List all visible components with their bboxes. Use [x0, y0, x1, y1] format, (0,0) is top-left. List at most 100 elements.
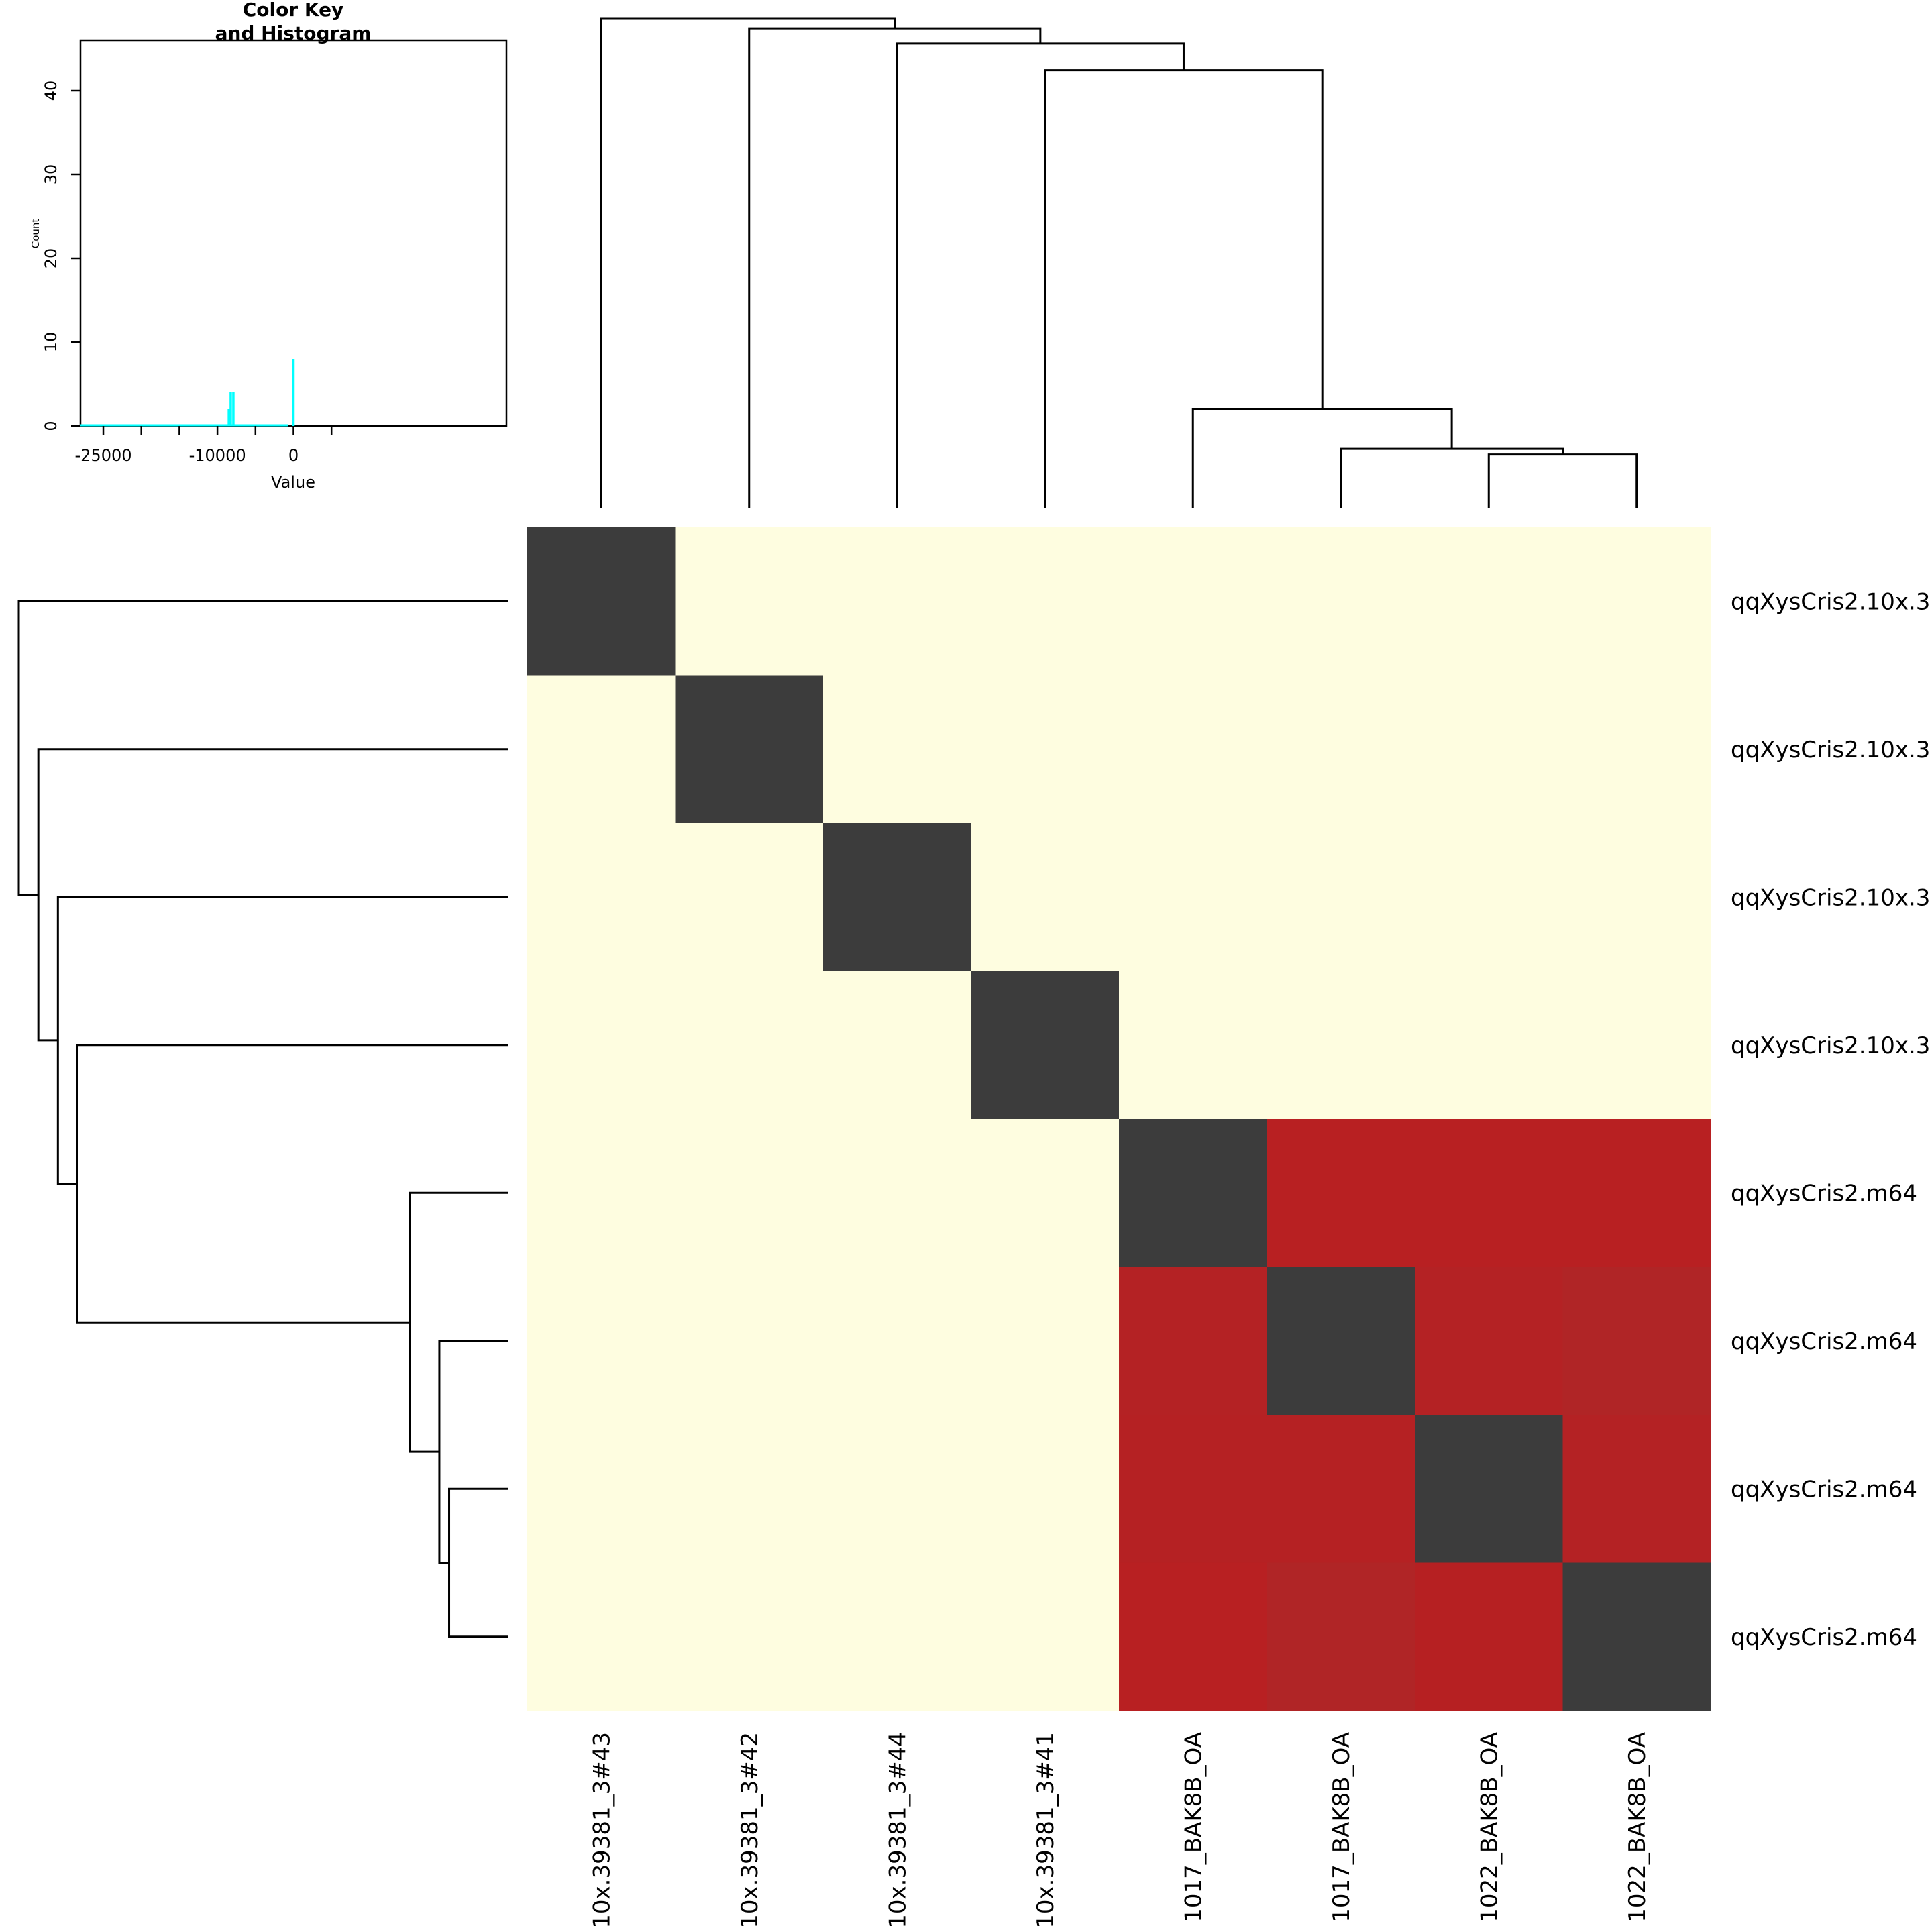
heatmap-cell-r7-c7	[1562, 1562, 1711, 1711]
heatmap-cell-r2-c3	[971, 823, 1120, 972]
heatmap-cell-r0-c5	[1267, 527, 1415, 676]
heatmap-cell-r5-c7	[1562, 1267, 1711, 1415]
row-label-3: qqXysCris2.10x.3	[1731, 1032, 1930, 1059]
row-dendrogram	[17, 600, 508, 1638]
heatmap-cell-r2-c6	[1415, 823, 1564, 972]
heatmap-cell-r2-c2	[823, 823, 972, 972]
heatmap-cell-r7-c1	[675, 1562, 824, 1711]
heatmap-cell-r4-c4	[1119, 1119, 1268, 1268]
col-dendrogram-link-5	[748, 27, 1042, 508]
heatmap-cell-r5-c0	[527, 1267, 676, 1415]
heatmap-cell-r6-c2	[823, 1415, 972, 1564]
column-labels: 10x.39381_3#43 10x.39381_3#42 10x.39381_3#…	[588, 1732, 1651, 1929]
row-dendrogram-link-6	[17, 600, 508, 896]
row-label-4: qqXysCris2.m64	[1731, 1180, 1917, 1207]
heatmap-cell-r6-c0	[527, 1415, 676, 1564]
heatmap-cell-r4-c3	[971, 1119, 1120, 1268]
color-key-y-tick-label-2: 20	[42, 248, 60, 269]
color-key-x-tick-label-1: -10000	[189, 446, 246, 465]
color-key-y-tick-label-3: 30	[42, 164, 60, 185]
heatmap-cell-r4-c2	[823, 1119, 972, 1268]
row-dendrogram-link-3	[76, 1044, 508, 1324]
heatmap-cell-r4-c1	[675, 1119, 824, 1268]
color-key: Color Key and Histogram -25000 -10000 0 01…	[30, 0, 508, 492]
heatmap-cell-r2-c7	[1562, 823, 1711, 972]
heatmap-cell-r2-c1	[675, 823, 824, 972]
row-dendrogram-link-5	[37, 748, 508, 1042]
heatmap-cell-r6-c5	[1267, 1415, 1415, 1564]
row-dendrogram-link-4	[56, 896, 508, 1185]
col-dendrogram-link-4	[896, 42, 1185, 508]
heatmap-cell-r0-c0	[527, 527, 676, 676]
heatmap-cell-r6-c7	[1562, 1415, 1711, 1564]
color-key-y-axis: 0 10 20 30 40	[42, 80, 80, 431]
heatmap-cell-r1-c4	[1119, 675, 1268, 824]
column-label-4: 1017_BAK8B_OA	[1180, 1732, 1207, 1923]
heatmap-cell-r6-c4	[1119, 1415, 1268, 1564]
heatmap-cell-r1-c3	[971, 675, 1120, 824]
heatmap-cell-r3-c4	[1119, 971, 1268, 1120]
heatmap-cell-r2-c5	[1267, 823, 1415, 972]
col-dendrogram-link-0	[1487, 453, 1638, 508]
heatmap-cell-r5-c3	[971, 1267, 1120, 1415]
row-label-0: qqXysCris2.10x.3	[1731, 588, 1930, 615]
heatmap-cell-r7-c6	[1415, 1562, 1564, 1711]
column-label-2: 10x.39381_3#44	[884, 1732, 911, 1929]
row-labels: qqXysCris2.10x.3 qqXysCris2.10x.3 qqXysCri…	[1731, 588, 1930, 1651]
heatmap-cell-r5-c2	[823, 1267, 972, 1415]
heatmap-cell-r1-c5	[1267, 675, 1415, 824]
row-label-5: qqXysCris2.m64	[1731, 1328, 1917, 1355]
heatmap-cell-r3-c3	[971, 971, 1120, 1120]
color-key-histogram	[80, 359, 295, 427]
color-key-x-tick-label-0: -25000	[75, 446, 132, 465]
heatmap-cell-r3-c1	[675, 971, 824, 1120]
heatmap-cell-r3-c7	[1562, 971, 1711, 1120]
heatmap-cell-r4-c7	[1562, 1119, 1711, 1268]
color-key-x-axis: -25000 -10000 0	[75, 426, 333, 465]
row-dendrogram-link-0	[448, 1487, 508, 1638]
heatmap-cell-r1-c6	[1415, 675, 1564, 824]
column-label-5: 1017_BAK8B_OA	[1328, 1732, 1355, 1923]
row-label-6: qqXysCris2.m64	[1731, 1476, 1917, 1503]
row-label-7: qqXysCris2.m64	[1731, 1624, 1917, 1651]
heatmap-cell-r0-c3	[971, 527, 1120, 676]
heatmap-cell-r5-c5	[1267, 1267, 1415, 1415]
color-key-x-label: Value	[271, 473, 315, 492]
row-dendrogram-link-2	[409, 1191, 508, 1453]
heatmap-cell-r7-c3	[971, 1562, 1120, 1711]
column-label-3: 10x.39381_3#41	[1032, 1732, 1059, 1929]
row-label-1: qqXysCris2.10x.3	[1731, 737, 1930, 763]
col-dendrogram-link-1	[1340, 447, 1564, 508]
color-key-x-tick-label-2: 0	[288, 446, 299, 465]
heatmap-cell-r7-c2	[823, 1562, 972, 1711]
heatmap-cell-r1-c1	[675, 675, 824, 824]
heatmap-cell-r1-c0	[527, 675, 676, 824]
heatmap-cell-r2-c4	[1119, 823, 1268, 972]
column-label-6: 1022_BAK8B_OA	[1476, 1732, 1503, 1923]
heatmap-cell-r7-c0	[527, 1562, 676, 1711]
heatmap-cell-r6-c6	[1415, 1415, 1564, 1564]
heatmap-cell-r0-c2	[823, 527, 972, 676]
heatmap-cell-r3-c2	[823, 971, 972, 1120]
heatmap-cell-r3-c5	[1267, 971, 1415, 1120]
heatmap-cell-r0-c7	[1562, 527, 1711, 676]
heatmap-cell-r5-c4	[1119, 1267, 1268, 1415]
color-key-y-tick-label-0: 0	[42, 421, 60, 431]
column-label-1: 10x.39381_3#42	[737, 1732, 763, 1929]
heatmap-cell-r1-c7	[1562, 675, 1711, 824]
heatmap-cell-r3-c6	[1415, 971, 1564, 1120]
color-key-y-tick-label-4: 40	[42, 80, 60, 101]
heatmap-cell-r4-c5	[1267, 1119, 1415, 1268]
col-dendrogram-link-6	[600, 17, 896, 508]
column-dendrogram	[600, 17, 1638, 508]
heatmap-cell-r7-c5	[1267, 1562, 1415, 1711]
heatmap-cell-r1-c2	[823, 675, 972, 824]
row-label-2: qqXysCris2.10x.3	[1731, 884, 1930, 911]
heatmap-cell-r0-c4	[1119, 527, 1268, 676]
heatmap-cell-r5-c1	[675, 1267, 824, 1415]
heatmap-cell-r6-c1	[675, 1415, 824, 1564]
heatmap-cell-r0-c1	[675, 527, 824, 676]
heatmap-cell-r0-c6	[1415, 527, 1564, 676]
color-key-y-label: Count	[30, 219, 42, 249]
